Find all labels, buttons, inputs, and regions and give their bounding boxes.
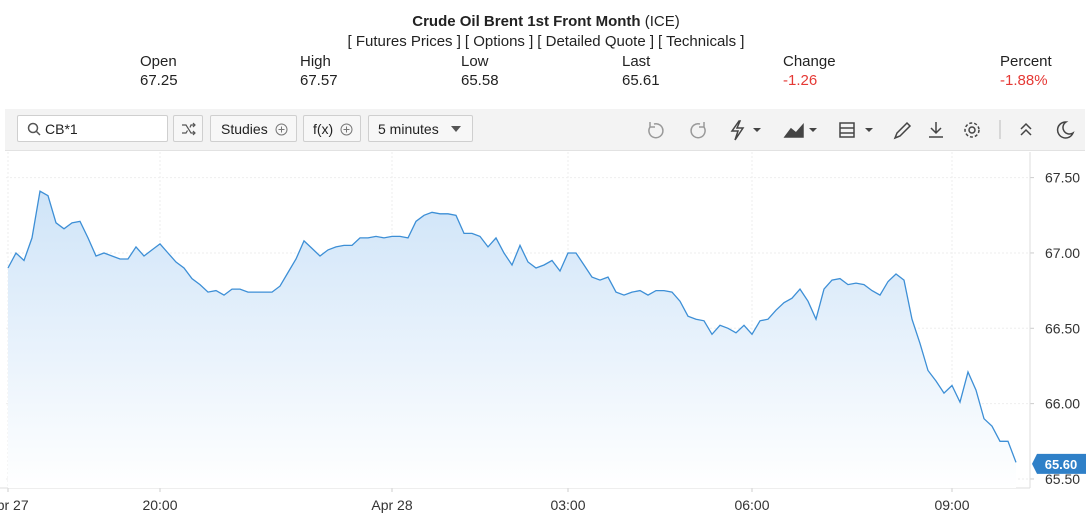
quote-value: -1.88% <box>1000 72 1048 89</box>
area-fill <box>8 191 1016 488</box>
y-tick-label: 67.00 <box>1045 245 1080 261</box>
quote-label: Last <box>622 53 651 70</box>
last-price-label: 65.60 <box>1045 457 1078 472</box>
x-tick-label: 06:00 <box>734 497 769 513</box>
x-tick-label: 09:00 <box>934 497 969 513</box>
symbol-search[interactable]: CB*1 <box>17 115 168 142</box>
y-tick-label: 67.50 <box>1045 170 1080 186</box>
instrument-name: Crude Oil Brent 1st Front Month <box>412 13 641 30</box>
link[interactable]: [ Options ] <box>464 33 534 50</box>
search-icon <box>27 122 41 136</box>
quote-label: Open <box>140 53 177 70</box>
quote-value: 65.61 <box>622 72 660 89</box>
interval-select[interactable]: 5 minutes <box>368 115 473 142</box>
layout-icon[interactable] <box>839 122 855 138</box>
exchange: (ICE) <box>644 13 680 30</box>
interval-text: 5 minutes <box>378 121 439 137</box>
plus-icon <box>340 123 353 136</box>
quote-value: 65.58 <box>461 72 499 89</box>
quote-label: Change <box>783 53 836 70</box>
y-tick-label: 65.50 <box>1045 471 1080 487</box>
price-line <box>7 190 1017 463</box>
quote-title: Crude Oil Brent 1st Front Month (ICE) <box>0 13 1092 30</box>
symbol-text: CB*1 <box>45 121 78 137</box>
quote-value: 67.57 <box>300 72 338 89</box>
collapse-icon[interactable] <box>1020 122 1032 136</box>
pencil-icon[interactable] <box>893 121 912 140</box>
quote-label: High <box>300 53 331 70</box>
functions-text: f(x) <box>313 121 334 137</box>
studies-text: Studies <box>221 121 268 137</box>
shuffle-icon <box>182 122 196 136</box>
last-price-tag <box>1032 453 1086 474</box>
quote-label: Low <box>461 53 489 70</box>
quote-value: -1.26 <box>783 72 818 89</box>
chart-toolbar: CB*1 Studies f(x) 5 minutes <box>5 109 1085 151</box>
redo-icon[interactable] <box>690 122 706 139</box>
y-tick-label: 66.50 <box>1045 320 1080 336</box>
y-tick-label: 66.00 <box>1045 396 1080 412</box>
quote-links: [ Futures Prices ][ Options ][ Detailed … <box>0 33 1092 50</box>
link[interactable]: [ Futures Prices ] <box>347 33 461 50</box>
x-tick-label: 03:00 <box>550 497 585 513</box>
quote-value: 67.25 <box>140 72 178 89</box>
plus-icon <box>275 123 288 136</box>
download-icon[interactable] <box>929 122 943 138</box>
link[interactable]: [ Technicals ] <box>658 33 745 50</box>
price-chart: Apr 27 20:00 Apr 28 03:00 06:00 09:00 65.50 66.… <box>0 152 1086 513</box>
undo-icon[interactable] <box>648 122 664 139</box>
x-tick-label: 20:00 <box>142 497 177 513</box>
functions-button[interactable]: f(x) <box>303 115 361 142</box>
drawing-tools-icon[interactable] <box>730 120 745 141</box>
link[interactable]: [ Detailed Quote ] <box>537 33 655 50</box>
quote-label: Percent <box>1000 53 1052 70</box>
theme-icon[interactable] <box>1056 121 1075 139</box>
chart-type-icon[interactable] <box>783 123 804 138</box>
toolbar-icons <box>648 120 1075 141</box>
caret-icon <box>451 126 461 132</box>
compare-button[interactable] <box>173 115 203 142</box>
x-tick-label: Apr 27 <box>0 497 29 513</box>
studies-button[interactable]: Studies <box>210 115 297 142</box>
axis-labels: Apr 27 20:00 Apr 28 03:00 06:00 09:00 <box>0 497 970 513</box>
x-tick-label: Apr 28 <box>371 497 412 513</box>
settings-icon[interactable] <box>968 126 976 134</box>
